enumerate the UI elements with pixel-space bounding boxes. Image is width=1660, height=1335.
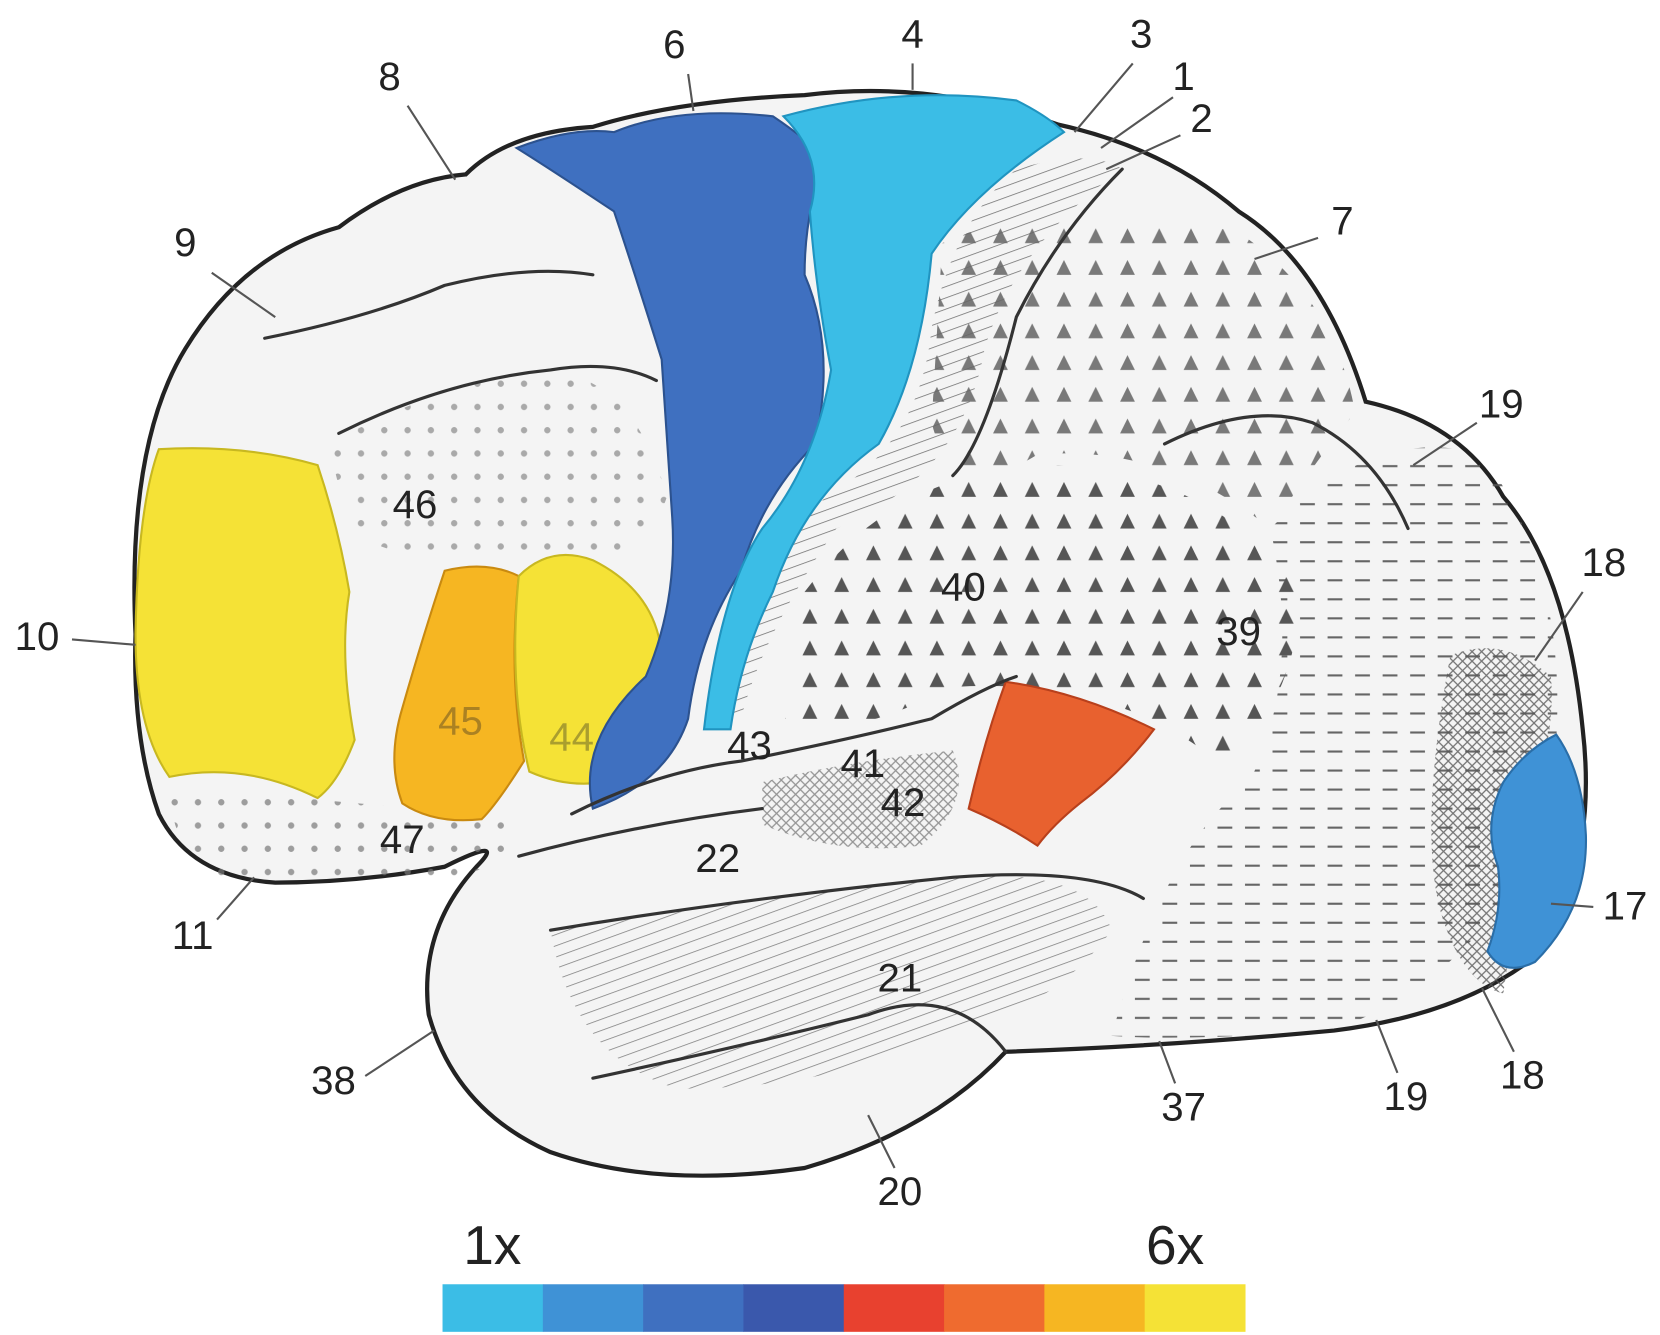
scale-swatch xyxy=(743,1284,845,1332)
sulcus-line xyxy=(548,873,1145,932)
area-label: 37 xyxy=(1161,1084,1206,1129)
leader-line xyxy=(1158,1040,1177,1084)
area-17-region xyxy=(1486,733,1587,969)
area-label: 47 xyxy=(380,817,425,862)
area-label: 40 xyxy=(941,564,986,609)
leader-line xyxy=(364,1029,435,1077)
leader-line xyxy=(1550,902,1594,908)
leader-line xyxy=(1375,1019,1399,1074)
area-label: 45 xyxy=(438,699,483,744)
area-label: 10 xyxy=(15,614,60,659)
area-label: 38 xyxy=(311,1058,356,1103)
leader-line xyxy=(1412,421,1478,466)
area-6-region xyxy=(514,112,828,811)
leader-line xyxy=(867,1114,896,1169)
leader-line xyxy=(71,638,136,646)
area-label: 4 xyxy=(901,12,923,57)
area-label: 21 xyxy=(878,956,923,1001)
scale-swatch xyxy=(843,1284,945,1332)
area-label: 44 xyxy=(549,715,594,760)
area-4-region xyxy=(702,94,1066,731)
scale-swatch xyxy=(1044,1284,1146,1332)
area-label: 19 xyxy=(1479,382,1524,427)
sulcus-line xyxy=(337,364,658,435)
area-label: 11 xyxy=(172,913,214,958)
temporal-zone xyxy=(550,875,1112,1089)
area-label: 43 xyxy=(727,723,772,768)
area-label: 7 xyxy=(1331,199,1353,244)
area-label: 17 xyxy=(1603,884,1648,929)
leader-line xyxy=(216,876,255,921)
area-label: 3 xyxy=(1130,12,1152,57)
area-label: 46 xyxy=(393,482,438,527)
area-label: 39 xyxy=(1216,609,1261,654)
area-label: 2 xyxy=(1190,96,1212,141)
area-label: 18 xyxy=(1582,540,1627,585)
scale-swatch xyxy=(944,1284,1045,1332)
area-label: 19 xyxy=(1384,1074,1429,1119)
area-label: 41 xyxy=(840,741,885,786)
scale-max-label: 6x xyxy=(1146,1214,1204,1276)
sulcus-line xyxy=(517,807,764,858)
area-label: 20 xyxy=(878,1169,923,1214)
area-40-region xyxy=(967,680,1156,848)
area-label: 6 xyxy=(663,22,685,67)
scale-min-label: 1x xyxy=(463,1214,521,1276)
parietal-zone xyxy=(931,213,1356,529)
area-10-region xyxy=(134,447,356,800)
frontal-zone xyxy=(328,369,667,563)
area-label: 22 xyxy=(695,836,740,881)
area-label: 1 xyxy=(1172,54,1194,99)
area-label: 42 xyxy=(881,780,926,825)
leader-line xyxy=(1481,987,1515,1053)
leader-line xyxy=(406,105,457,181)
leader-line xyxy=(1254,236,1319,260)
lateral-sulcus xyxy=(570,674,1018,816)
leader-line xyxy=(211,271,276,318)
sulcus-line xyxy=(591,1003,1008,1080)
color-scale: 1x 6x xyxy=(442,1214,1246,1332)
angular-zone xyxy=(783,465,1303,762)
scale-swatch xyxy=(542,1284,644,1332)
area-label: 8 xyxy=(378,54,400,99)
leader-line xyxy=(1534,591,1584,662)
postcentral-zone xyxy=(719,158,1123,719)
area-label: 9 xyxy=(174,220,196,265)
orbital-zone xyxy=(169,782,513,883)
leader-line xyxy=(687,73,695,112)
scale-swatch xyxy=(442,1284,544,1332)
sulcus-line xyxy=(1162,414,1410,531)
sulcus-line xyxy=(263,269,595,340)
scale-swatch xyxy=(643,1284,744,1332)
sulcus-line xyxy=(951,167,1124,478)
auditory-zone xyxy=(762,750,959,849)
leader-line xyxy=(1073,62,1134,133)
scale-swatch xyxy=(1144,1284,1246,1332)
leader-line xyxy=(1100,96,1174,149)
area-label: 18 xyxy=(1500,1053,1545,1098)
leader-line xyxy=(1105,134,1181,171)
